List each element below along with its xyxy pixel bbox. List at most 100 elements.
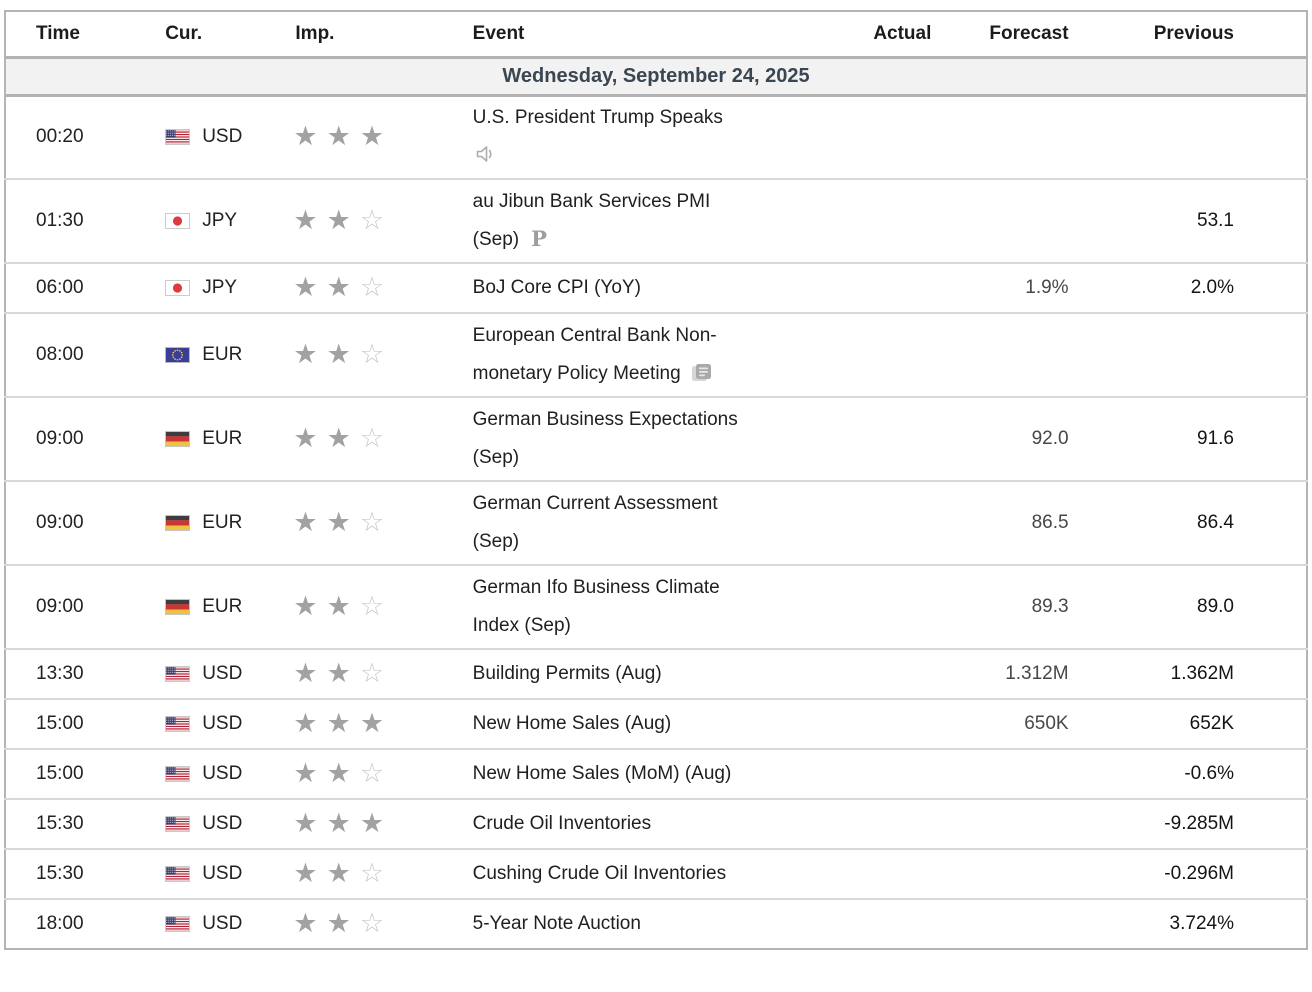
- star-filled-icon: ★: [326, 507, 360, 537]
- star-filled-icon: ★: [326, 121, 360, 152]
- event-link[interactable]: U.S. President Trump Speaks: [472, 107, 723, 129]
- currency-cell: EUR: [135, 481, 276, 566]
- importance-stars: ★★☆: [293, 658, 393, 688]
- column-header-actual: Actual: [836, 11, 947, 57]
- event-link[interactable]: Building Permits (Aug): [472, 663, 662, 684]
- star-filled-icon: ★: [293, 908, 327, 938]
- event-link[interactable]: New Home Sales (MoM) (Aug): [472, 763, 732, 784]
- importance-stars: ★★☆: [293, 591, 393, 621]
- importance-cell: ★★☆: [275, 899, 446, 949]
- header-row: Time Cur. Imp. Event Actual Forecast Pre…: [5, 11, 1307, 57]
- event-row: 13:30 USD ★★☆ Building Permits (Aug) 1.312M 1…: [5, 649, 1307, 700]
- star-empty-icon: ☆: [359, 758, 394, 788]
- currency-cell: USD: [135, 849, 276, 900]
- forecast-value: 86.5: [946, 481, 1077, 566]
- importance-stars: ★★☆: [293, 908, 393, 938]
- event-link[interactable]: 5-Year Note Auction: [472, 913, 641, 934]
- star-filled-icon: ★: [326, 658, 360, 688]
- previous-value: 91.6: [1076, 397, 1307, 482]
- table-header: Time Cur. Imp. Event Actual Forecast Pre…: [5, 11, 1307, 57]
- currency-code: USD: [202, 813, 243, 834]
- star-filled-icon: ★: [326, 205, 360, 235]
- actual-value: [836, 699, 947, 750]
- column-header-previous: Previous: [1076, 11, 1307, 57]
- importance-cell: ★★☆: [275, 849, 446, 900]
- currency-code: JPY: [202, 277, 238, 298]
- column-header-currency: Cur.: [135, 11, 276, 57]
- event-cell: Cushing Crude Oil Inventories: [445, 849, 837, 900]
- event-row: 08:00 EUR ★★☆ European Central Bank Non-mon…: [5, 313, 1307, 398]
- star-filled-icon: ★: [293, 507, 327, 537]
- event-link[interactable]: au Jibun Bank Services PMI: [472, 191, 711, 212]
- currency-code: JPY: [202, 210, 238, 231]
- star-filled-icon: ★: [293, 858, 327, 888]
- star-filled-icon: ★: [326, 858, 360, 888]
- event-row: 15:30 USD ★★☆ Cushing Crude Oil Inventories…: [5, 849, 1307, 900]
- event-cell: 5-Year Note Auction: [445, 899, 837, 949]
- currency-cell: USD: [135, 799, 276, 850]
- event-link[interactable]: (Sep): [472, 229, 520, 250]
- date-header-label: Wednesday, September 24, 2025: [5, 55, 1307, 97]
- star-filled-icon: ★: [326, 591, 360, 621]
- actual-value: [836, 95, 947, 180]
- star-filled-icon: ★: [326, 339, 360, 369]
- importance-cell: ★★☆: [275, 397, 446, 482]
- currency-cell: USD: [135, 95, 276, 180]
- importance-cell: ★★☆: [275, 749, 446, 800]
- time-cell: 09:00: [5, 481, 136, 566]
- forecast-value: 92.0: [946, 397, 1077, 482]
- us-flag-icon: [165, 129, 191, 146]
- previous-value: 652K: [1076, 699, 1307, 750]
- event-link[interactable]: Index (Sep): [472, 615, 571, 636]
- us-flag-icon: [165, 716, 191, 732]
- importance-stars: ★★☆: [293, 205, 393, 235]
- event-cell: au Jibun Bank Services PMI (Sep) P: [445, 179, 837, 264]
- event-cell: New Home Sales (Aug): [445, 699, 837, 750]
- event-link[interactable]: (Sep): [472, 447, 520, 468]
- event-row: 09:00 EUR ★★☆ German Current Assessment (Sep…: [5, 481, 1307, 566]
- event-link[interactable]: German Business Expectations: [472, 409, 738, 430]
- de-flag-icon: [165, 431, 191, 447]
- currency-cell: EUR: [135, 397, 276, 482]
- star-filled-icon: ★: [293, 591, 327, 621]
- event-link[interactable]: German Current Assessment: [472, 493, 718, 514]
- event-link[interactable]: German Ifo Business Climate: [472, 577, 720, 598]
- previous-value: 3.724%: [1076, 899, 1307, 949]
- time-cell: 15:30: [5, 849, 136, 900]
- star-filled-icon: ★: [293, 121, 327, 152]
- actual-value: [836, 649, 947, 700]
- forecast-value: [946, 749, 1077, 800]
- forecast-value: [946, 313, 1077, 398]
- importance-stars: ★★☆: [293, 423, 393, 453]
- previous-value: 1.362M: [1076, 649, 1307, 700]
- time-cell: 00:20: [5, 95, 136, 180]
- currency-code: USD: [202, 763, 243, 784]
- calendar-body: 00:20 USD ★★★ U.S. President Trump Speaks 01…: [5, 95, 1307, 949]
- event-link[interactable]: Crude Oil Inventories: [472, 813, 652, 834]
- report-icon: [691, 363, 712, 382]
- event-link[interactable]: (Sep): [472, 531, 520, 552]
- event-link[interactable]: Cushing Crude Oil Inventories: [472, 863, 727, 884]
- currency-code: USD: [202, 126, 243, 148]
- event-link[interactable]: BoJ Core CPI (YoY): [472, 277, 641, 298]
- event-link[interactable]: monetary Policy Meeting: [472, 363, 681, 384]
- importance-cell: ★★☆: [275, 565, 446, 650]
- importance-cell: ★★☆: [275, 263, 446, 314]
- event-link[interactable]: European Central Bank Non-: [472, 325, 717, 346]
- event-row: 06:00 JPY ★★☆ BoJ Core CPI (YoY) 1.9% 2.0%: [5, 263, 1307, 314]
- column-header-event: Event: [445, 11, 837, 57]
- importance-stars: ★★★: [293, 708, 393, 738]
- time-cell: 13:30: [5, 649, 136, 700]
- currency-code: EUR: [202, 512, 243, 533]
- event-cell: U.S. President Trump Speaks: [445, 95, 837, 180]
- star-empty-icon: ☆: [359, 658, 394, 688]
- economic-calendar-table: Time Cur. Imp. Event Actual Forecast Pre…: [4, 10, 1308, 950]
- event-link[interactable]: New Home Sales (Aug): [472, 713, 672, 734]
- event-row: 01:30 JPY ★★☆ au Jibun Bank Services PMI (Se…: [5, 179, 1307, 264]
- event-row: 09:00 EUR ★★☆ German Business Expectations(…: [5, 397, 1307, 482]
- importance-cell: ★★☆: [275, 179, 446, 264]
- time-cell: 08:00: [5, 313, 136, 398]
- time-cell: 15:00: [5, 699, 136, 750]
- actual-value: [836, 565, 947, 650]
- star-empty-icon: ☆: [359, 205, 394, 235]
